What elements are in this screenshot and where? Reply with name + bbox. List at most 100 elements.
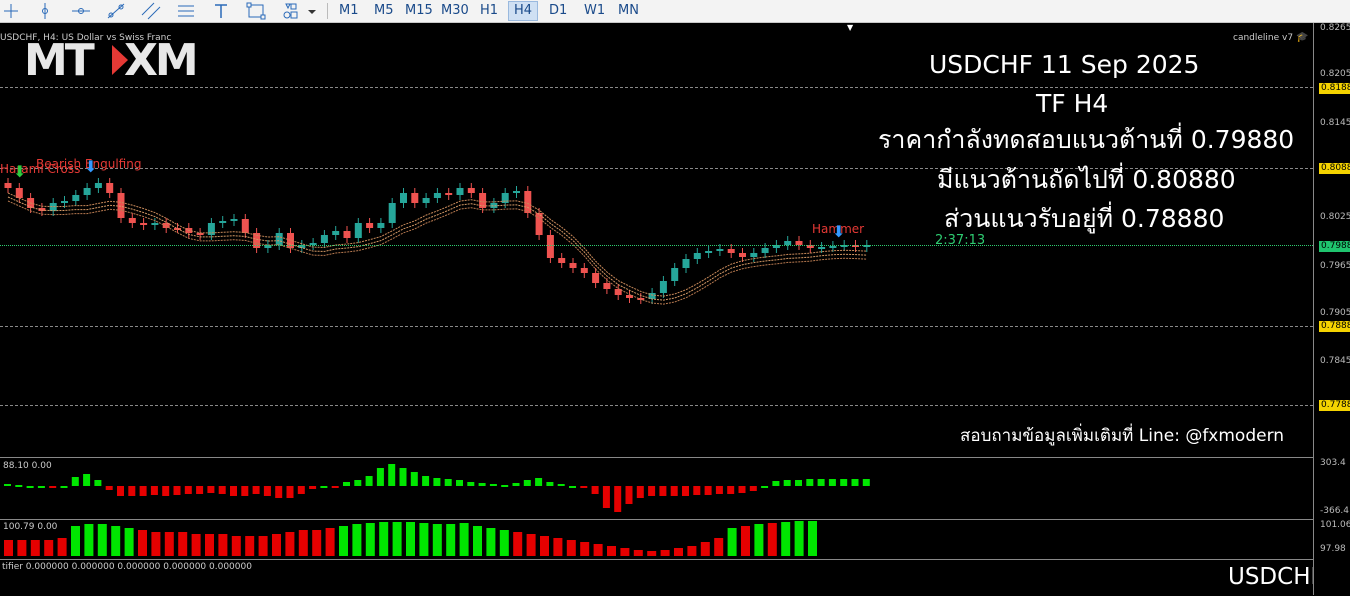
analysis-line-2: มีแนวต้านถัดไปที่ 0.80880 xyxy=(937,165,1236,194)
histogram-bar xyxy=(446,524,456,556)
histogram-bar xyxy=(354,480,362,486)
candle-body xyxy=(784,241,792,245)
shapes-dropdown-icon[interactable] xyxy=(280,1,320,21)
oscillator-2[interactable]: 100.79 0.00 xyxy=(0,519,1313,558)
logo-mt: MT xyxy=(24,35,95,86)
histogram-bar xyxy=(297,486,305,494)
candle-body xyxy=(467,188,475,193)
candle-body xyxy=(614,289,622,295)
price-axis-label: 0.8205 xyxy=(1320,69,1350,79)
candle-body xyxy=(422,198,430,203)
logo: MT XM xyxy=(24,33,224,86)
candle-body xyxy=(818,247,826,249)
candle-body xyxy=(388,203,396,223)
tf-h4[interactable]: H4 xyxy=(508,1,539,21)
candle-body xyxy=(716,249,724,251)
candle-body xyxy=(264,245,272,248)
rectangle-icon[interactable] xyxy=(245,1,267,21)
fibonacci-icon[interactable] xyxy=(175,1,197,21)
candle-body xyxy=(298,245,306,248)
histogram-bar xyxy=(352,524,362,556)
candle-body xyxy=(727,249,735,253)
arrow-down-icon: ⬇ xyxy=(832,222,846,241)
tf-w1[interactable]: W1 xyxy=(584,3,606,18)
crosshair-icon[interactable] xyxy=(0,1,22,21)
histogram-bar xyxy=(218,534,228,556)
histogram-bar xyxy=(57,538,67,556)
text-tool-icon[interactable] xyxy=(210,1,232,21)
candle-body xyxy=(207,223,215,235)
price-chart[interactable]: USDCHF, H4: US Dollar vs Swiss Franc can… xyxy=(0,23,1313,455)
histogram-bar xyxy=(749,486,757,491)
channel-icon[interactable] xyxy=(140,1,162,21)
histogram-bar xyxy=(285,532,295,556)
histogram-bar xyxy=(258,536,268,556)
candle-body xyxy=(535,213,543,235)
histogram-bar xyxy=(4,484,11,486)
histogram-bar xyxy=(557,484,565,486)
oscillator-1[interactable]: 88.10 0.00 xyxy=(0,457,1313,518)
tf-m30[interactable]: M30 xyxy=(441,3,469,18)
candle-body xyxy=(659,281,667,293)
candle-body xyxy=(343,231,351,238)
candle-body xyxy=(411,193,419,203)
candle-body xyxy=(61,201,68,203)
tf-mn[interactable]: MN xyxy=(618,3,639,18)
arrow-down-icon: ⬇ xyxy=(84,157,98,176)
oscillator-2-max: 101.06 xyxy=(1320,520,1350,530)
histogram-bar xyxy=(15,485,23,487)
pattern-label-1: Harami Cross xyxy=(0,162,81,176)
tf-m15[interactable]: M15 xyxy=(405,3,433,18)
histogram-bar xyxy=(499,530,509,556)
histogram-bar xyxy=(71,477,79,486)
tf-m5[interactable]: M5 xyxy=(374,3,394,18)
histogram-bar xyxy=(761,486,769,488)
histogram-bar xyxy=(660,550,670,556)
vertical-line-icon[interactable] xyxy=(34,1,56,21)
oscillator-3[interactable]: tifier 0.000000 0.000000 0.000000 0.0000… xyxy=(0,559,1324,596)
histogram-bar xyxy=(124,528,134,556)
histogram-bar xyxy=(715,486,723,494)
histogram-bar xyxy=(325,528,335,556)
candle-body xyxy=(456,188,464,195)
histogram-bar xyxy=(30,540,40,556)
histogram-bar xyxy=(245,536,255,556)
tf-m1[interactable]: M1 xyxy=(339,3,359,18)
arrow-down-icon: ⬇ xyxy=(13,162,27,181)
histogram-bar xyxy=(808,521,817,556)
price-axis-label: 0.8145 xyxy=(1320,118,1350,128)
histogram-bar xyxy=(111,526,121,556)
histogram-bar xyxy=(309,486,317,489)
tf-h1[interactable]: H1 xyxy=(480,3,499,18)
histogram-bar xyxy=(151,532,161,556)
histogram-bar xyxy=(633,550,643,556)
candle-body xyxy=(400,193,407,203)
horizontal-line-icon[interactable] xyxy=(70,1,92,21)
candle-body xyxy=(196,233,204,235)
candle-body xyxy=(117,193,125,218)
histogram-bar xyxy=(794,521,804,556)
candle-body xyxy=(592,273,600,283)
histogram-bar xyxy=(670,486,678,496)
tf-d1[interactable]: D1 xyxy=(549,3,568,18)
histogram-bar xyxy=(49,486,57,488)
candle-body xyxy=(377,223,385,228)
moving-average-band xyxy=(7,200,867,305)
histogram-bar xyxy=(365,476,373,486)
pattern-label-2: Bearish Engulfing xyxy=(36,157,142,171)
price-axis[interactable]: 0.8265 0.8205 0.8145 0.8025 0.7965 0.790… xyxy=(1313,23,1350,595)
histogram-bar xyxy=(419,523,429,556)
oscillator-1-histogram xyxy=(4,464,870,512)
histogram-bar xyxy=(513,532,523,556)
candle-body xyxy=(15,188,23,198)
trend-line-icon[interactable] xyxy=(105,1,127,21)
oscillator-2-min: 97.98 xyxy=(1320,544,1346,554)
symbol-watermark: USDCHF xyxy=(1228,564,1324,590)
histogram-bar xyxy=(714,538,724,556)
candle-body xyxy=(750,253,758,257)
histogram-bar xyxy=(473,526,482,556)
candle-body xyxy=(332,231,340,235)
histogram-bar xyxy=(602,486,610,508)
candle-body xyxy=(445,193,453,195)
candle-body xyxy=(354,223,362,238)
